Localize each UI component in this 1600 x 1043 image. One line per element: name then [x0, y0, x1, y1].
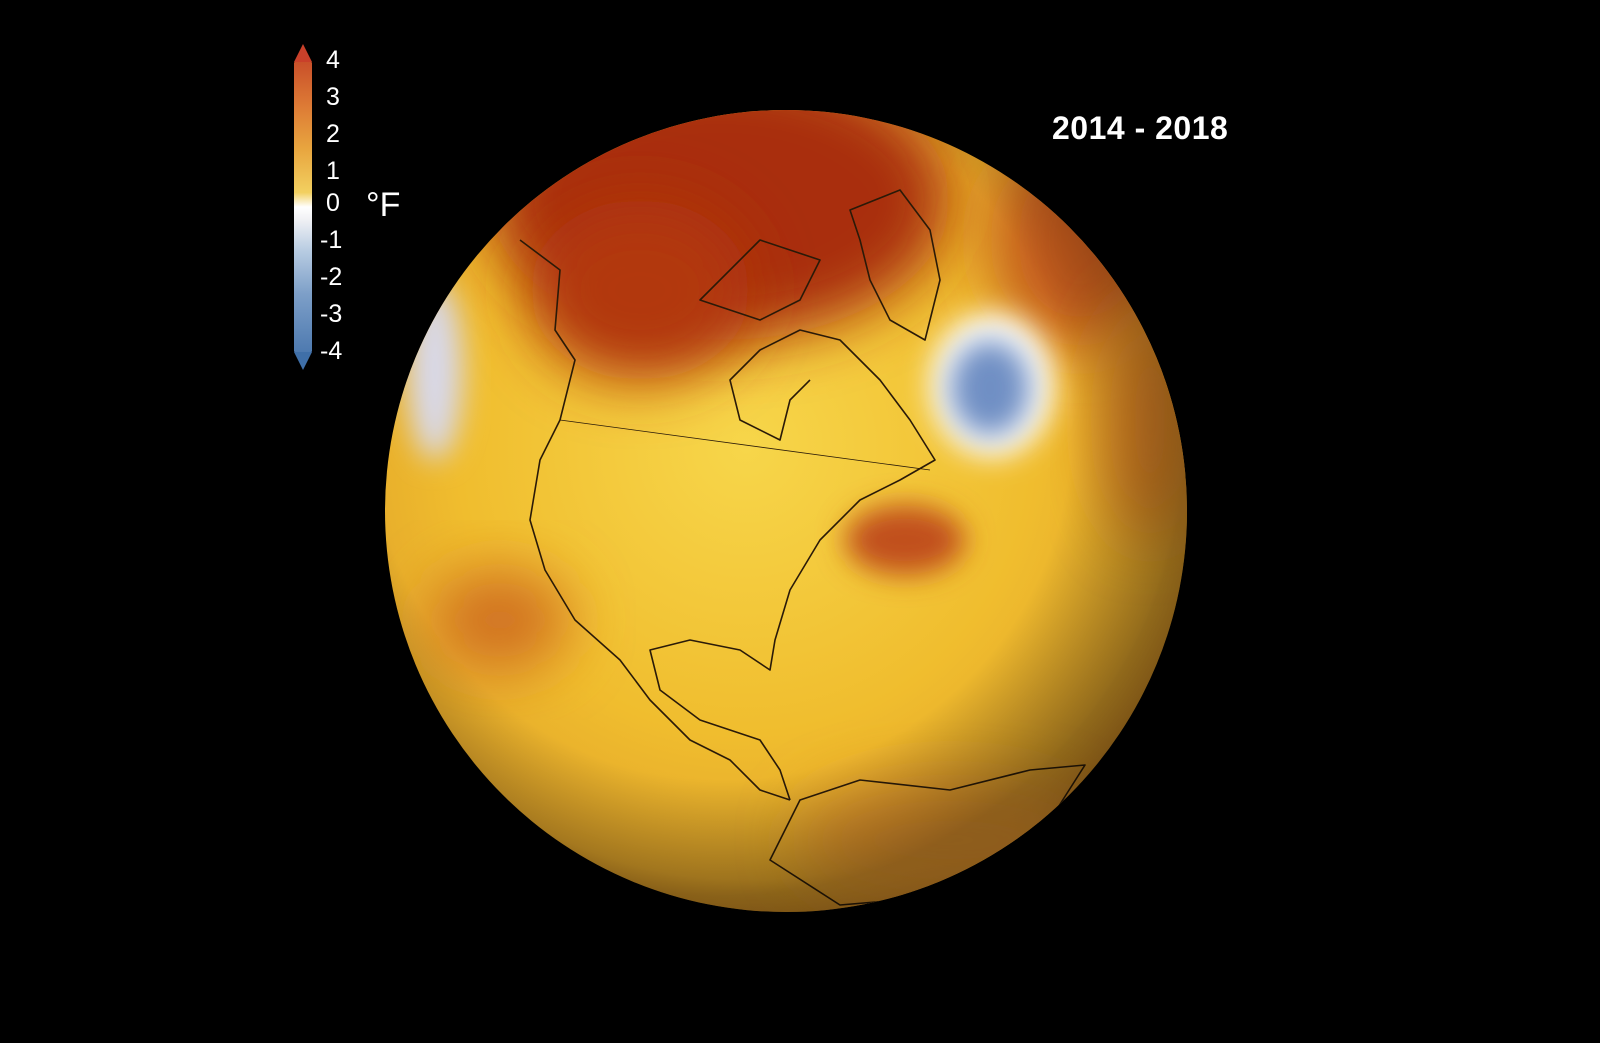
globe-shading: [385, 110, 1187, 912]
legend-tick: 3: [326, 83, 340, 111]
color-scale-legend: 4 3 2 1 0 -1 -2 -3 -4 °F: [290, 42, 420, 374]
min-arrow: [294, 352, 312, 370]
legend-tick: 0: [326, 189, 340, 217]
color-bar: [294, 62, 312, 352]
legend-tick: 4: [326, 46, 340, 74]
period-label: 2014 - 2018: [1052, 110, 1229, 146]
legend-tick: 2: [326, 120, 340, 148]
legend-tick: -3: [320, 300, 343, 328]
legend-tick: 1: [326, 157, 340, 185]
legend-tick: -4: [320, 337, 343, 365]
max-arrow: [294, 44, 312, 62]
legend-tick: -2: [320, 263, 343, 291]
legend-tick: -1: [320, 226, 343, 254]
legend-unit: °F: [366, 186, 401, 224]
